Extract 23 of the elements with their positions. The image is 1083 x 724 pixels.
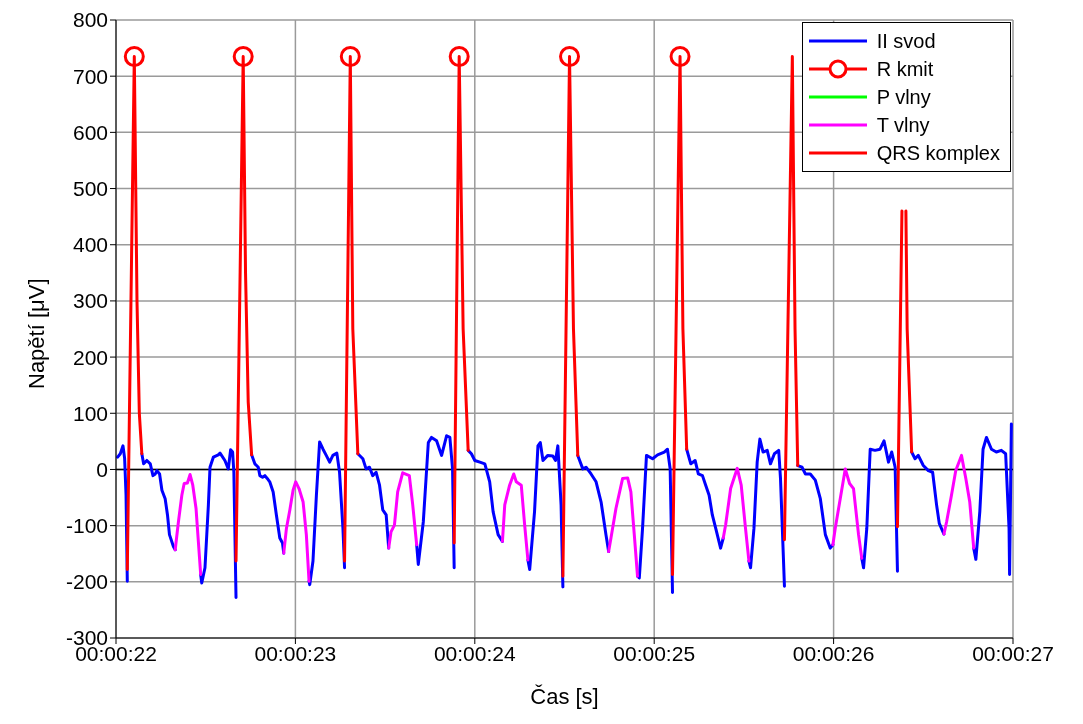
y-tick-label: 800 — [72, 8, 108, 32]
y-tick-label: 100 — [72, 401, 108, 425]
legend-label: R kmit — [876, 57, 934, 81]
y-tick-label: -200 — [65, 570, 108, 594]
y-tick-label: 300 — [72, 289, 108, 313]
legend-label: T vlny — [876, 113, 930, 137]
x-tick-label: 00:00:27 — [972, 641, 1054, 665]
x-axis-title: Čas [s] — [530, 684, 599, 709]
y-tick-label: 0 — [96, 457, 108, 481]
y-tick-label: 200 — [72, 345, 108, 369]
y-axis-title: Napětí [μV] — [23, 278, 49, 389]
y-tick-label: 700 — [72, 64, 108, 88]
y-tick-label: -100 — [65, 514, 108, 538]
legend-label: P vlny — [876, 85, 931, 109]
x-tick-label: 00:00:26 — [792, 641, 875, 665]
x-tick-label: 00:00:24 — [433, 641, 516, 665]
legend-label: QRS komplex — [876, 141, 1000, 165]
y-tick-label: 500 — [72, 177, 108, 200]
x-tick-label: 00:00:25 — [613, 641, 696, 665]
y-tick-label: 600 — [72, 120, 108, 144]
y-tick-label: 400 — [72, 233, 108, 257]
legend-label: II svod — [876, 29, 936, 53]
x-tick-label: 00:00:23 — [254, 641, 337, 665]
